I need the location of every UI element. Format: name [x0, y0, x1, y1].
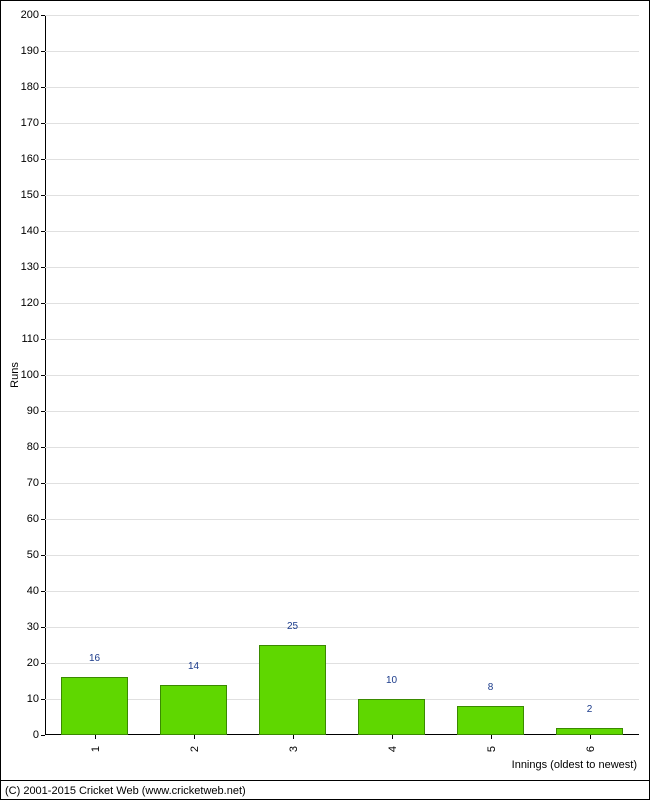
- gridline: [45, 15, 639, 16]
- footer-divider: [1, 780, 649, 781]
- bar-value-label: 16: [89, 653, 100, 664]
- gridline: [45, 555, 639, 556]
- ytick-label: 110: [21, 333, 45, 345]
- gridline: [45, 51, 639, 52]
- bar-value-label: 8: [488, 682, 494, 693]
- bar: [457, 706, 524, 735]
- gridline: [45, 663, 639, 664]
- gridline: [45, 267, 639, 268]
- gridline: [45, 87, 639, 88]
- ytick-label: 30: [27, 621, 45, 633]
- xtick-mark: [392, 735, 393, 739]
- bar: [160, 685, 227, 735]
- xtick-label: 5: [486, 746, 498, 752]
- xtick-label: 6: [585, 746, 597, 752]
- y-axis-label: Runs: [9, 362, 21, 388]
- gridline: [45, 411, 639, 412]
- plot-area: 0102030405060708090100110120130140150160…: [45, 15, 639, 735]
- gridline: [45, 375, 639, 376]
- ytick-label: 180: [21, 81, 45, 93]
- gridline: [45, 123, 639, 124]
- ytick-label: 10: [27, 693, 45, 705]
- bar-value-label: 25: [287, 621, 298, 632]
- gridline: [45, 699, 639, 700]
- gridline: [45, 447, 639, 448]
- ytick-label: 40: [27, 585, 45, 597]
- footer-copyright: (C) 2001-2015 Cricket Web (www.cricketwe…: [5, 785, 246, 797]
- bar-value-label: 2: [587, 704, 593, 715]
- xtick-label: 2: [189, 746, 201, 752]
- ytick-label: 160: [21, 153, 45, 165]
- xtick-mark: [95, 735, 96, 739]
- xtick-label: 1: [90, 746, 102, 752]
- xtick-mark: [590, 735, 591, 739]
- ytick-label: 0: [33, 729, 45, 741]
- ytick-label: 70: [27, 477, 45, 489]
- bar: [61, 677, 128, 735]
- ytick-label: 170: [21, 117, 45, 129]
- gridline: [45, 231, 639, 232]
- xtick-mark: [491, 735, 492, 739]
- x-axis-label: Innings (oldest to newest): [512, 759, 637, 771]
- gridline: [45, 303, 639, 304]
- bar: [556, 728, 623, 735]
- ytick-label: 60: [27, 513, 45, 525]
- xtick-label: 3: [288, 746, 300, 752]
- bar: [358, 699, 425, 735]
- ytick-label: 130: [21, 261, 45, 273]
- gridline: [45, 483, 639, 484]
- bar-value-label: 14: [188, 661, 199, 672]
- ytick-label: 190: [21, 45, 45, 57]
- ytick-label: 90: [27, 405, 45, 417]
- ytick-label: 100: [21, 369, 45, 381]
- x-axis-line: [45, 734, 639, 735]
- bar-value-label: 10: [386, 675, 397, 686]
- gridline: [45, 339, 639, 340]
- gridline: [45, 195, 639, 196]
- ytick-label: 120: [21, 297, 45, 309]
- xtick-mark: [293, 735, 294, 739]
- ytick-label: 140: [21, 225, 45, 237]
- chart-container: 0102030405060708090100110120130140150160…: [0, 0, 650, 800]
- ytick-label: 50: [27, 549, 45, 561]
- xtick-label: 4: [387, 746, 399, 752]
- xtick-mark: [194, 735, 195, 739]
- gridline: [45, 519, 639, 520]
- gridline: [45, 627, 639, 628]
- gridline: [45, 159, 639, 160]
- ytick-label: 80: [27, 441, 45, 453]
- gridline: [45, 591, 639, 592]
- ytick-label: 200: [21, 9, 45, 21]
- ytick-label: 150: [21, 189, 45, 201]
- bar: [259, 645, 326, 735]
- ytick-label: 20: [27, 657, 45, 669]
